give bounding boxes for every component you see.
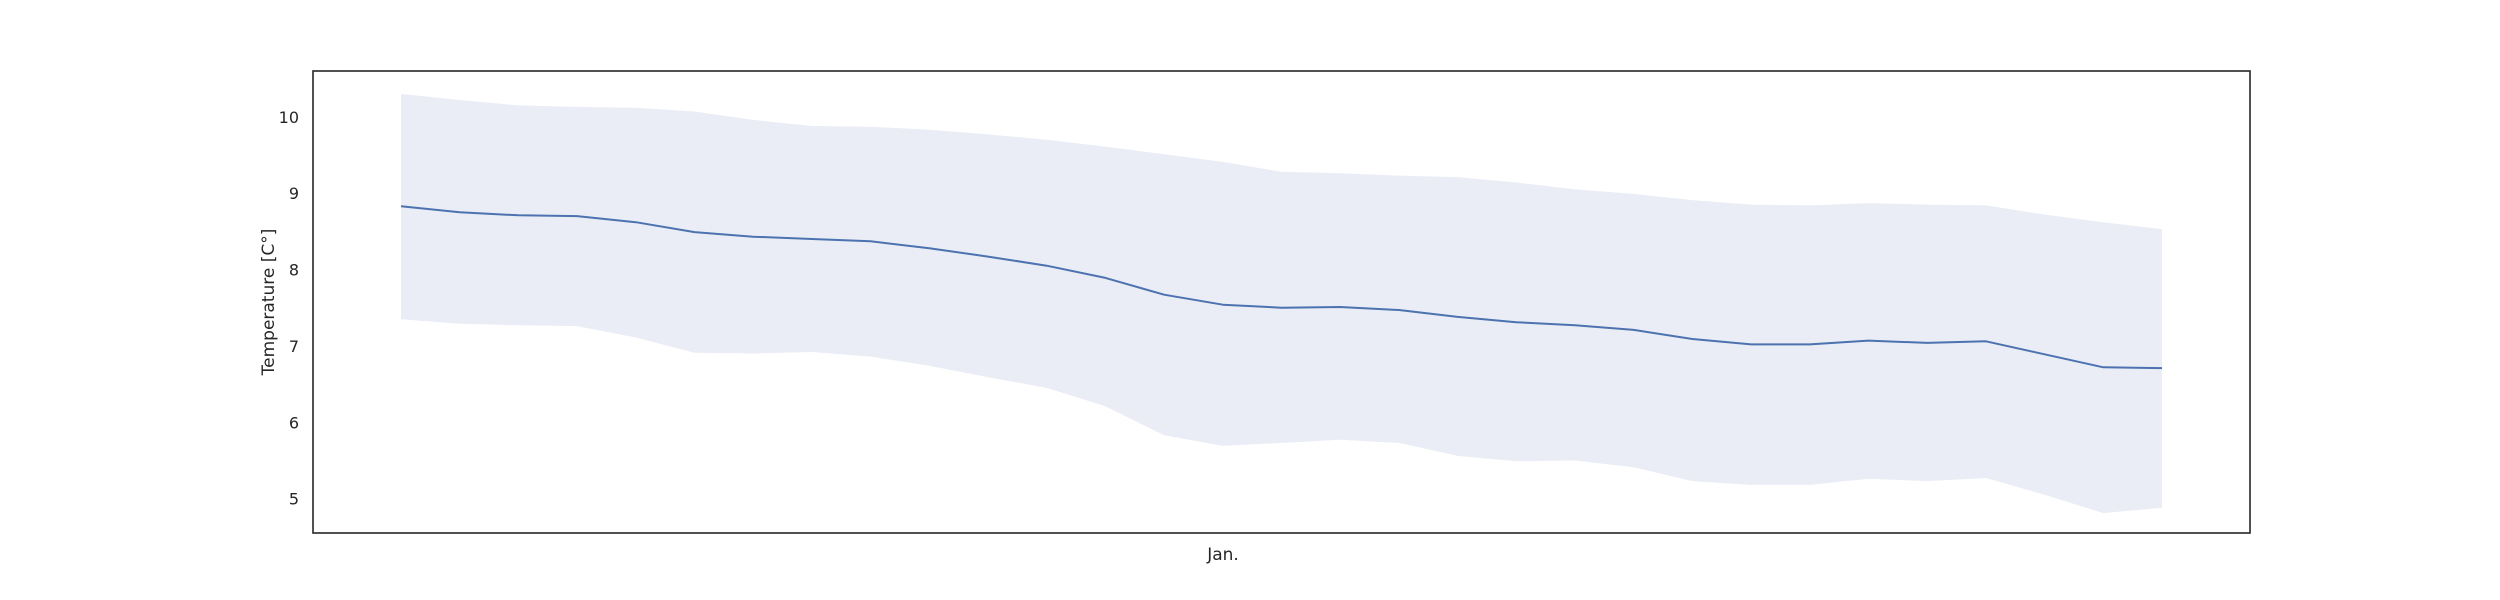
y-tick-label: 9 [289, 184, 299, 203]
plot-frame [312, 70, 2251, 534]
series-line-layer [400, 205, 2163, 370]
y-tick-label: 6 [289, 413, 299, 432]
x-axis-label: Jan. [1206, 545, 1239, 565]
y-tick-label: 5 [289, 490, 299, 509]
series-line [400, 205, 2163, 370]
y-tick-label: 10 [279, 108, 299, 127]
confidence-band-layer [401, 93, 2162, 514]
confidence-band [401, 93, 2162, 514]
y-axis-label: Temperature [C°] [259, 229, 279, 377]
y-tick-label: 7 [289, 337, 299, 356]
y-tick-label: 8 [289, 261, 299, 280]
y-axis-ticks: 5 6 7 8 9 10 [279, 108, 299, 509]
